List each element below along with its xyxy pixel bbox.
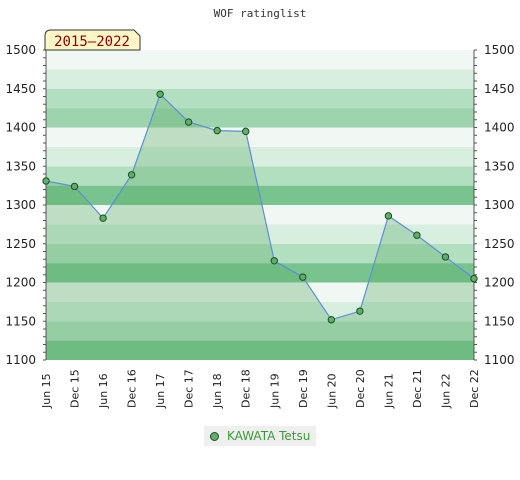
y-tick-label-left: 1100 xyxy=(5,353,36,367)
y-tick-label-left: 1450 xyxy=(5,82,36,96)
data-point[interactable] xyxy=(242,127,250,136)
legend-series-name: KAWATA Tetsu xyxy=(227,429,311,443)
background-band xyxy=(46,146,474,167)
data-point[interactable] xyxy=(213,126,221,135)
y-tick-label-right: 1350 xyxy=(484,159,515,173)
data-points xyxy=(42,90,478,324)
data-point[interactable] xyxy=(127,171,136,179)
background-band xyxy=(46,205,474,225)
legend-marker-icon xyxy=(210,431,219,441)
y-tick-label-left: 1150 xyxy=(5,314,36,328)
data-point[interactable] xyxy=(299,273,307,281)
y-tick-label-left: 1250 xyxy=(5,237,36,251)
y-tick-label-right: 1150 xyxy=(484,314,515,328)
y-tick-label-left: 1500 xyxy=(5,43,36,57)
x-tick-label: Dec 22 xyxy=(468,369,481,408)
rating-line xyxy=(45,93,475,321)
background-band xyxy=(46,166,474,186)
x-tick-label: Jun 18 xyxy=(211,373,224,409)
background-band xyxy=(46,340,474,360)
background-band xyxy=(46,108,474,128)
x-tick-label: Dec 16 xyxy=(126,369,139,408)
y-tick-label-right: 1100 xyxy=(484,353,515,367)
y-tick-label-left: 1200 xyxy=(5,276,36,290)
data-point[interactable] xyxy=(156,90,164,98)
background-band xyxy=(46,69,474,89)
data-point[interactable] xyxy=(413,231,421,239)
data-point[interactable] xyxy=(70,182,79,191)
background-band xyxy=(46,127,474,147)
data-point[interactable] xyxy=(99,214,107,222)
chart-title: WOF ratinglist xyxy=(214,7,307,20)
y-tick-label-right: 1500 xyxy=(484,43,515,57)
background-band xyxy=(46,224,474,244)
x-tick-label: Jun 21 xyxy=(382,373,395,409)
x-tick-label: Dec 20 xyxy=(354,369,367,408)
y-tick-label-right: 1200 xyxy=(484,276,515,290)
rating-area-fill xyxy=(46,94,474,361)
x-tick-label: Dec 19 xyxy=(297,369,310,408)
background-band xyxy=(46,88,474,109)
background-band xyxy=(46,243,474,264)
y-tick-label-right: 1300 xyxy=(484,198,515,212)
y-tick-label-right: 1450 xyxy=(484,82,515,96)
data-point[interactable] xyxy=(384,212,393,220)
y-tick-label-left: 1400 xyxy=(5,121,36,135)
y-tick-label-right: 1250 xyxy=(484,237,515,251)
x-tick-label: Jun 20 xyxy=(325,373,338,409)
x-tick-label: Dec 18 xyxy=(240,369,253,408)
data-point[interactable] xyxy=(470,274,478,283)
y-tick-label-left: 1350 xyxy=(5,159,36,173)
period-badge-label: 2015–2022 xyxy=(54,34,130,50)
chart-legend[interactable]: KAWATA Tetsu xyxy=(204,426,317,446)
period-badge: 2015–2022 xyxy=(44,29,141,51)
x-tick-label: Dec 21 xyxy=(411,369,424,408)
axes: 1100 1100 1150 1150 1200 1200 1250 1250 1300 1300… xyxy=(5,43,514,409)
rating-area xyxy=(45,93,475,361)
data-point[interactable] xyxy=(42,177,50,185)
y-tick-label-right: 1400 xyxy=(484,121,515,135)
data-point[interactable] xyxy=(441,253,450,261)
x-tick-label: Dec 15 xyxy=(69,369,82,408)
data-point[interactable] xyxy=(356,307,364,315)
x-tick-label: Jun 15 xyxy=(40,373,53,409)
data-point[interactable] xyxy=(184,118,193,126)
background-band xyxy=(46,301,474,322)
y-tick-label-left: 1300 xyxy=(5,198,36,212)
data-point[interactable] xyxy=(270,257,278,265)
background-band xyxy=(46,321,474,341)
x-tick-label: Jun 16 xyxy=(97,373,110,409)
data-point[interactable] xyxy=(327,316,336,324)
x-tick-label: Jun 22 xyxy=(439,373,452,409)
x-tick-label: Dec 17 xyxy=(183,369,196,408)
x-tick-label: Jun 19 xyxy=(268,373,281,409)
background-band xyxy=(46,263,474,283)
x-tick-label: Jun 17 xyxy=(154,373,167,409)
background-band xyxy=(46,50,474,70)
